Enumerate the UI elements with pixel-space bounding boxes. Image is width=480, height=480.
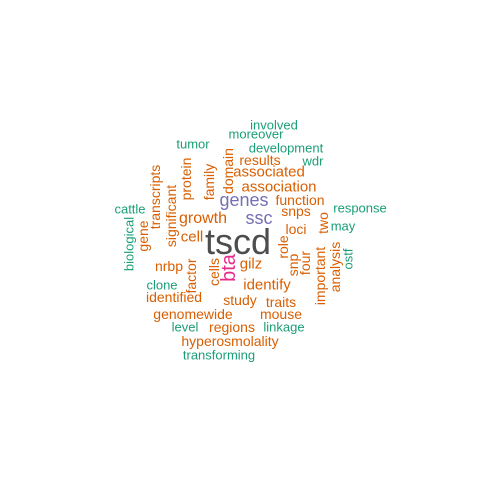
word-bta: bta [218, 254, 240, 282]
word-may: may [330, 218, 356, 234]
word-two: two [315, 212, 331, 234]
word-biological: biological [121, 216, 137, 272]
word-gene: gene [135, 220, 151, 252]
word-transforming: transforming [182, 347, 256, 363]
word-four: four [297, 250, 313, 276]
word-protein: protein [178, 157, 194, 201]
word-results: results [239, 152, 281, 168]
word-level: level [171, 319, 199, 335]
word-association: association [241, 178, 317, 196]
word-significant: significant [163, 184, 179, 248]
word-involved: involved [250, 117, 298, 133]
word-development: development [248, 140, 324, 156]
word-associated: associated [233, 163, 305, 181]
word-growth: growth [178, 210, 228, 227]
word-linkage: linkage [263, 319, 305, 335]
word-ostf: ostf [340, 248, 356, 270]
word-gilz: gilz [239, 255, 263, 273]
word-clone: clone [146, 277, 178, 293]
word-factor: factor [183, 258, 199, 294]
word-important: important [312, 246, 328, 306]
word-tumor: tumor [176, 136, 210, 152]
word-regions: regions [209, 319, 255, 335]
word-family: family [201, 163, 217, 201]
word-moreover: moreover [228, 126, 284, 142]
word-loci: loci [285, 221, 307, 237]
word-ssc: ssc [245, 208, 273, 228]
word-function: function [275, 192, 325, 208]
word-genomewide: genomewide [153, 306, 233, 322]
word-mouse: mouse [259, 306, 303, 322]
word-study: study [223, 292, 257, 308]
word-genes: genes [219, 190, 269, 210]
word-nrbp: nrbp [154, 258, 184, 274]
word-domain: domain [220, 148, 236, 194]
word-snps: snps [281, 203, 311, 219]
word-traits: traits [265, 294, 297, 310]
word-cattle: cattle [114, 201, 146, 217]
word-response: response [333, 200, 387, 216]
word-tscd: tscd [204, 221, 272, 262]
word-hyperosmolality: hyperosmolality [181, 333, 279, 349]
word-wdr: wdr [302, 153, 324, 169]
word-cells: cells [206, 257, 222, 287]
word-identified: identified [145, 289, 203, 305]
word-cell: cell [180, 228, 204, 246]
word-identify: identify [243, 276, 291, 294]
